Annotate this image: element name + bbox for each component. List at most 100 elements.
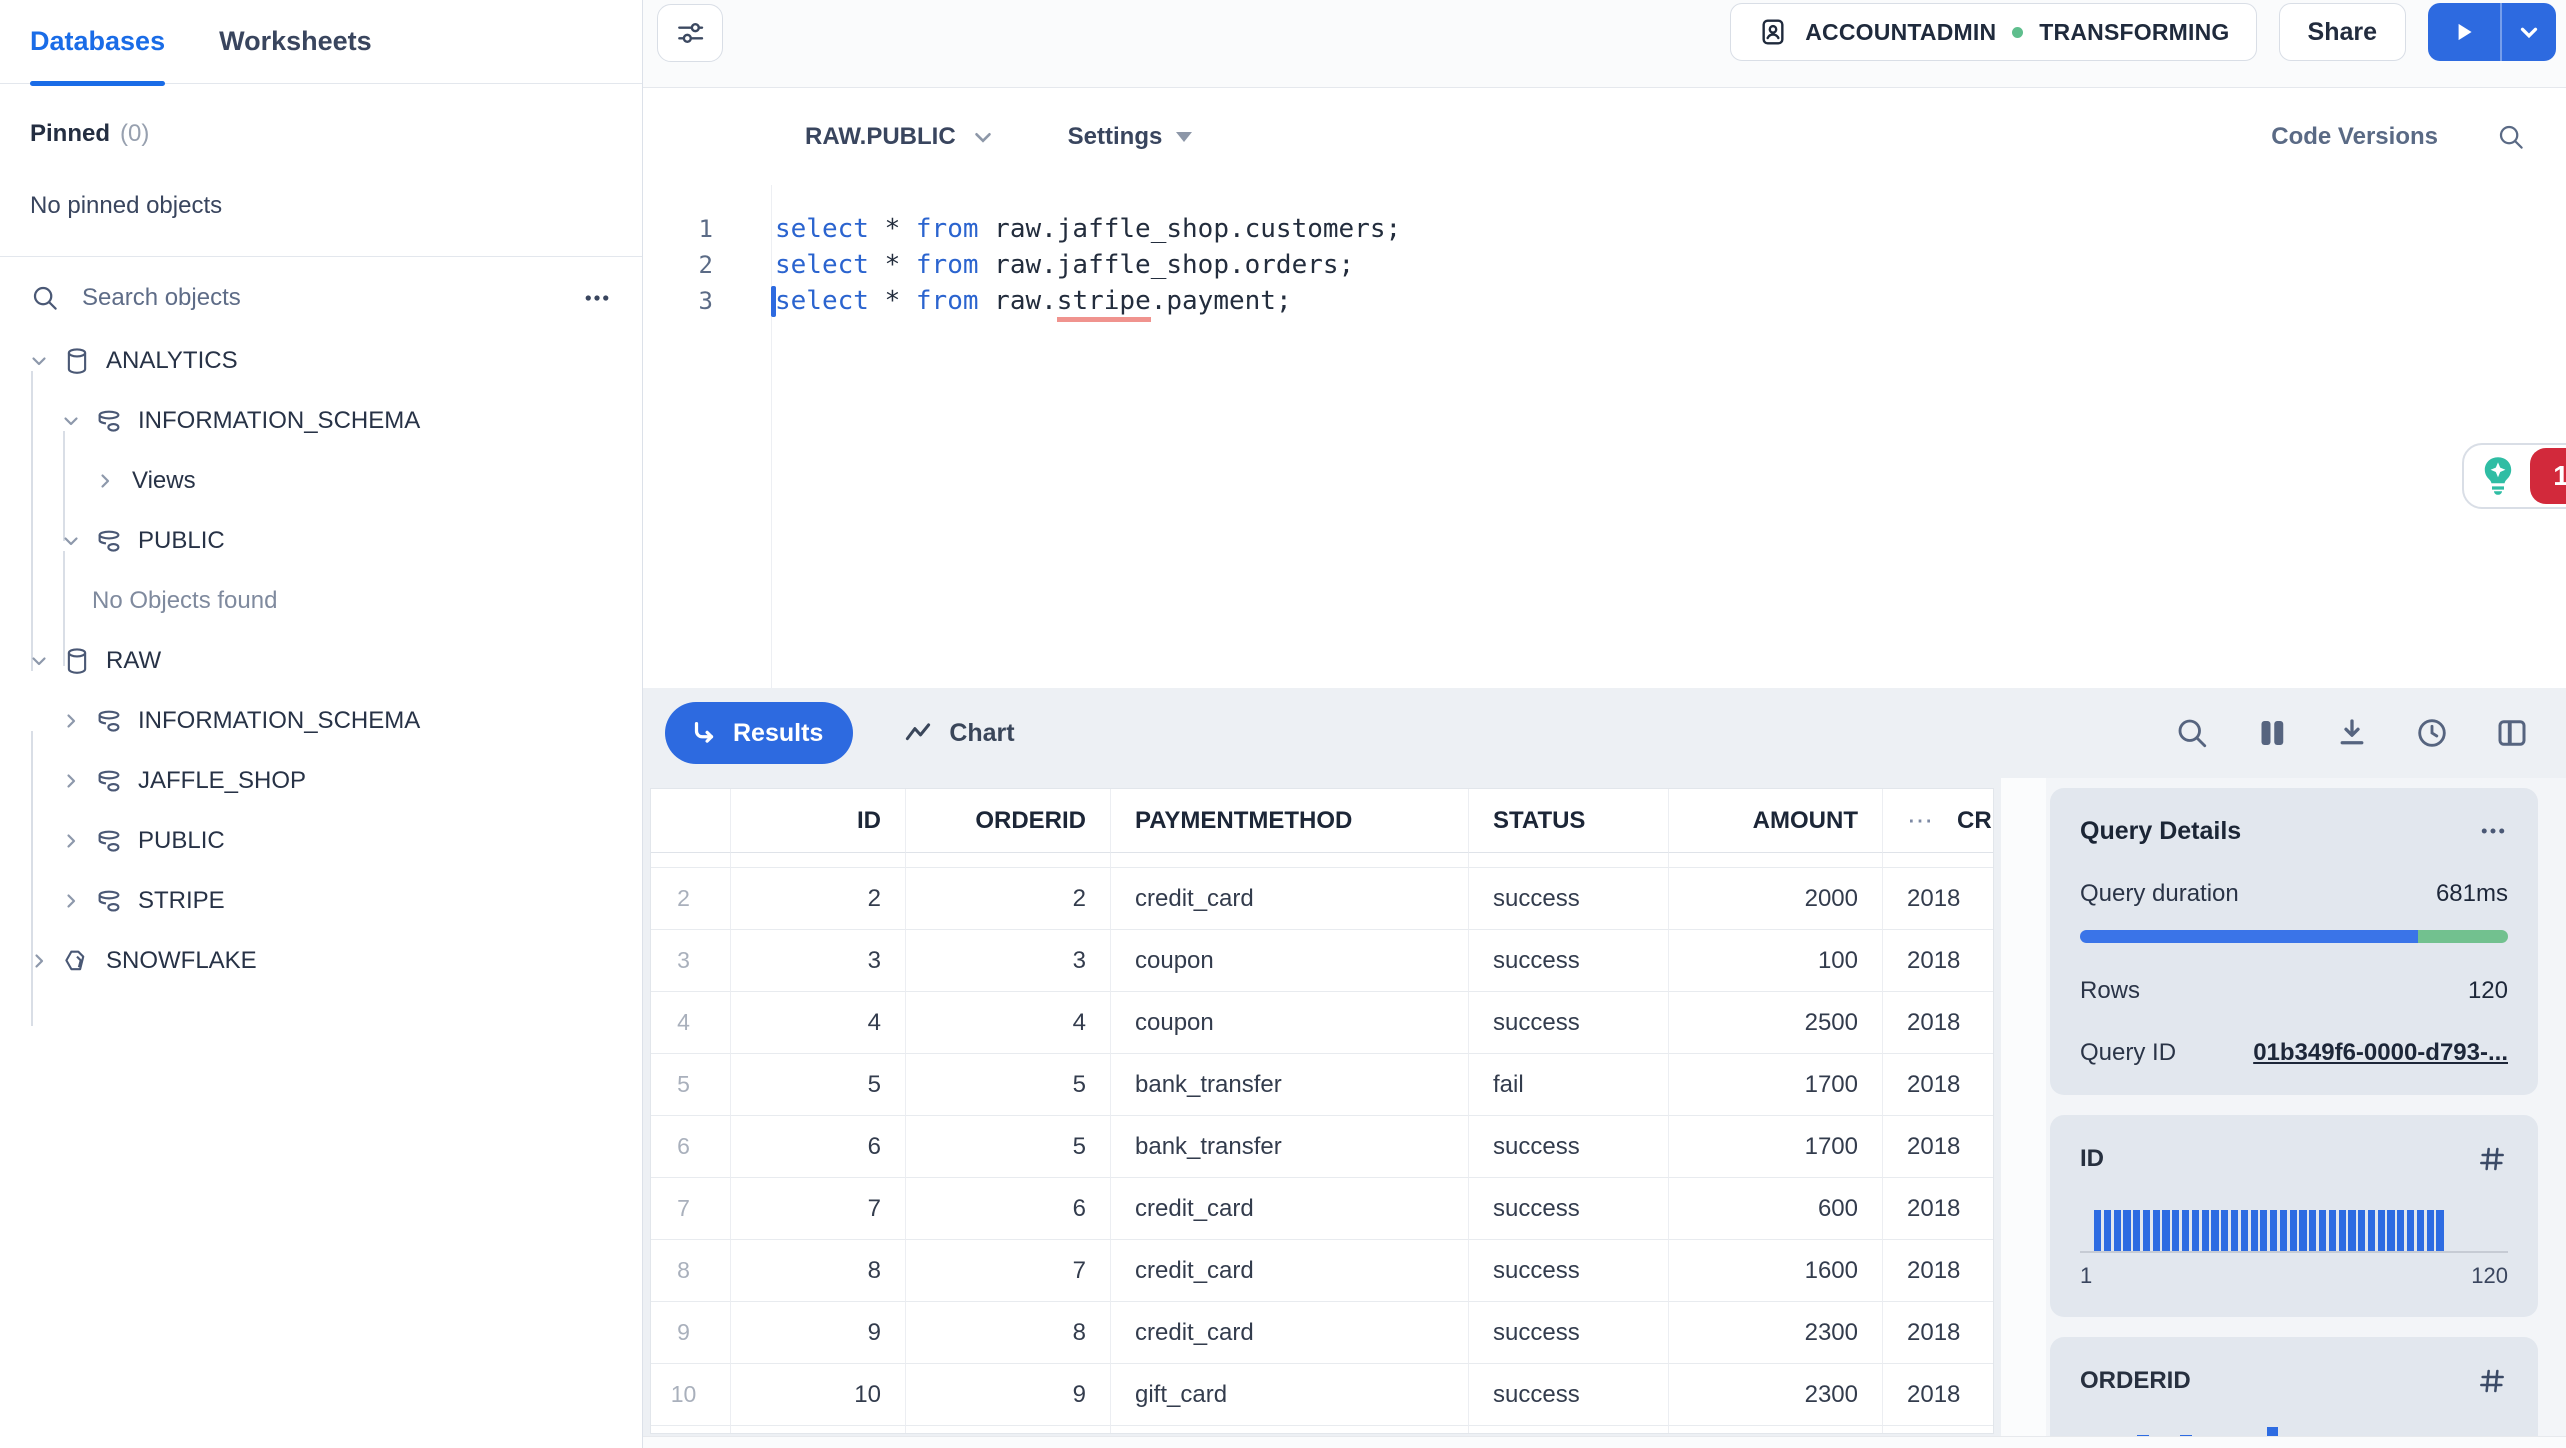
cell-created[interactable]: 2018 [1883,1240,1993,1302]
cell-status[interactable]: success [1469,1240,1669,1302]
tab-chart[interactable]: Chart [903,718,1015,748]
cell-paymentmethod[interactable] [1111,1426,1469,1433]
cell-created[interactable]: 2018 [1883,853,1993,868]
search-input[interactable]: Search objects [82,284,241,311]
cell-paymentmethod[interactable]: bank_transfer [1111,1116,1469,1178]
cell-orderid[interactable]: 7 [906,1240,1111,1302]
cell-id[interactable]: 9 [731,1302,906,1364]
table-row[interactable] [651,1426,1993,1433]
grid-body[interactable]: 111credit_cardsuccess10002018222credit_c… [651,853,1993,1433]
cell-id[interactable]: 6 [731,1116,906,1178]
columns-icon[interactable] [2254,715,2290,751]
column-stat-card-orderid[interactable]: ORDERID [2050,1337,2538,1448]
cell-id[interactable]: 10 [731,1364,906,1426]
cell-orderid[interactable]: 5 [906,1116,1111,1178]
sql-editor[interactable]: 1 select * from raw.jaffle_shop.customers… [643,185,2566,688]
chevron-down-icon[interactable] [58,408,84,434]
table-row[interactable]: 2 2 2 credit_card success 2000 2018 [651,868,1993,930]
query-id-link[interactable]: 01b349f6-0000-d793-... [2253,1039,2508,1066]
cell-created[interactable]: 2018 [1883,1116,1993,1178]
share-button[interactable]: Share [2278,3,2406,61]
chevron-right-icon[interactable] [26,948,52,974]
cell-paymentmethod[interactable]: credit_card [1111,1302,1469,1364]
tree-item-analytics[interactable]: ANALYTICS [0,331,642,391]
cell-paymentmethod[interactable]: credit_card [1111,853,1469,868]
cell-orderid[interactable]: 4 [906,992,1111,1054]
cell-paymentmethod[interactable]: credit_card [1111,1240,1469,1302]
cell-id[interactable]: 7 [731,1178,906,1240]
settings-dropdown[interactable]: Settings [1068,123,1193,151]
cell-amount[interactable]: 600 [1669,1178,1883,1240]
cell-id[interactable]: 2 [731,868,906,930]
tab-worksheets[interactable]: Worksheets [219,26,372,56]
tree-item-public[interactable]: PUBLIC [0,511,642,571]
cell-paymentmethod[interactable]: coupon [1111,930,1469,992]
cell-status[interactable]: success [1469,1178,1669,1240]
cell-status[interactable]: success [1469,853,1669,868]
cell-created[interactable]: 2018 [1883,1054,1993,1116]
run-options-button[interactable] [2500,3,2556,61]
tree-item-snowflake[interactable]: SNOWFLAKE [0,931,642,991]
cell-id[interactable]: 3 [731,930,906,992]
column-menu-icon[interactable]: ⋯ [1907,805,1935,835]
table-row[interactable]: 9 9 8 credit_card success 2300 2018 [651,1302,1993,1364]
cell-orderid[interactable]: 3 [906,930,1111,992]
copilot-suggestion-chip[interactable]: 1 [2462,443,2566,509]
cell-amount[interactable]: 1000 [1669,853,1883,868]
cell-amount[interactable]: 2000 [1669,868,1883,930]
tree-item-stripe[interactable]: STRIPE [0,871,642,931]
column-header-amount[interactable]: AMOUNT [1669,789,1883,853]
chevron-right-icon[interactable] [58,828,84,854]
table-row[interactable]: 111credit_cardsuccess10002018 [651,853,1993,868]
column-stat-card-id[interactable]: ID 1 120 [2050,1115,2538,1317]
cell-amount[interactable]: 1700 [1669,1054,1883,1116]
ellipsis-icon[interactable] [2478,816,2508,846]
column-header-created[interactable]: ⋯CREATED [1883,789,1993,853]
chevron-down-icon[interactable] [26,348,52,374]
cell-paymentmethod[interactable]: credit_card [1111,1178,1469,1240]
table-row[interactable]: 5 5 5 bank_transfer fail 1700 2018 [651,1054,1993,1116]
cell-status[interactable]: success [1469,930,1669,992]
code-versions-link[interactable]: Code Versions [2271,123,2438,150]
code-line-2[interactable]: 2 select * from raw.jaffle_shop.orders; [643,247,2566,283]
cell-status[interactable]: fail [1469,1054,1669,1116]
cell-orderid[interactable]: 2 [906,868,1111,930]
cell-status[interactable]: success [1469,1302,1669,1364]
cell-status[interactable]: success [1469,1364,1669,1426]
cell-status[interactable]: success [1469,992,1669,1054]
cell-amount[interactable]: 2300 [1669,1364,1883,1426]
tree-item-information-schema[interactable]: INFORMATION_SCHEMA [0,691,642,751]
table-row[interactable]: 10 10 9 gift_card success 2300 2018 [651,1364,1993,1426]
cell-created[interactable]: 2018 [1883,992,1993,1054]
cell-created[interactable]: 2018 [1883,1302,1993,1364]
cell-id[interactable] [731,1426,906,1433]
chevron-right-icon[interactable] [58,888,84,914]
cell-status[interactable]: success [1469,868,1669,930]
chevron-right-icon[interactable] [92,468,118,494]
cell-paymentmethod[interactable]: gift_card [1111,1364,1469,1426]
chevron-down-icon[interactable] [58,528,84,554]
column-header-orderid[interactable]: ORDERID [906,789,1111,853]
cell-orderid[interactable] [906,1426,1111,1433]
cell-created[interactable]: 2018 [1883,930,1993,992]
database-context-dropdown[interactable]: RAW.PUBLIC [805,123,996,151]
table-row[interactable]: 3 3 3 coupon success 100 2018 [651,930,1993,992]
cell-paymentmethod[interactable]: credit_card [1111,868,1469,930]
tab-databases[interactable]: Databases [30,0,166,86]
split-panel-icon[interactable] [2494,715,2530,751]
cell-status[interactable] [1469,1426,1669,1433]
column-header-status[interactable]: STATUS [1469,789,1669,853]
history-icon[interactable] [2414,715,2450,751]
cell-paymentmethod[interactable]: coupon [1111,992,1469,1054]
cell-orderid[interactable]: 6 [906,1178,1111,1240]
chevron-right-icon[interactable] [58,708,84,734]
table-row[interactable]: 8 8 7 credit_card success 1600 2018 [651,1240,1993,1302]
table-row[interactable]: 7 7 6 credit_card success 600 2018 [651,1178,1993,1240]
object-search[interactable]: Search objects [0,257,642,313]
cell-paymentmethod[interactable]: bank_transfer [1111,1054,1469,1116]
cell-amount[interactable]: 2500 [1669,992,1883,1054]
cell-amount[interactable]: 100 [1669,930,1883,992]
table-row[interactable]: 6 6 5 bank_transfer success 1700 2018 [651,1116,1993,1178]
cell-orderid[interactable]: 5 [906,1054,1111,1116]
cell-id[interactable]: 4 [731,992,906,1054]
